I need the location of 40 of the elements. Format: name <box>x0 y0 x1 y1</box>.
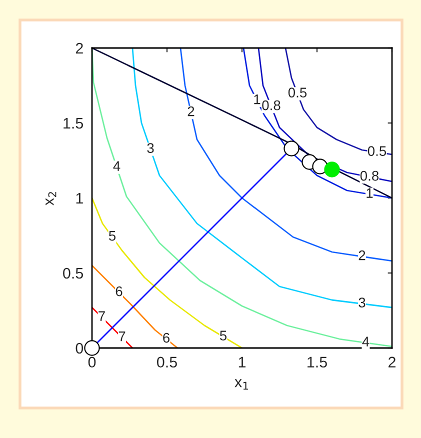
line-series <box>242 48 392 199</box>
series-label: 6 <box>116 286 122 296</box>
x-tick-label: 1 <box>238 356 246 368</box>
series-label: 7 <box>118 332 126 342</box>
y-tick-label: 2 <box>76 42 83 54</box>
series-label: 4 <box>113 161 120 171</box>
line-series <box>92 197 243 348</box>
x-tick-label: 0.5 <box>156 356 177 368</box>
line-series <box>284 48 392 156</box>
text: 3 <box>358 298 366 308</box>
y-tick-label: 0 <box>76 342 84 354</box>
line-series <box>132 48 392 308</box>
y-tick-label: 1 <box>76 193 83 204</box>
series-label: 1 <box>254 94 260 104</box>
text: 6 <box>163 332 170 343</box>
text: 7 <box>98 311 105 321</box>
y-tick-label: 0.5 <box>63 268 84 279</box>
point <box>284 140 300 156</box>
text: 4 <box>362 336 370 346</box>
text: 1 <box>366 188 373 198</box>
point <box>84 340 100 356</box>
x-tick-label: 2 <box>388 356 396 368</box>
y-tick-label: 1.5 <box>64 118 84 129</box>
series-label: 0.5 <box>368 146 386 156</box>
text: 5 <box>220 330 227 340</box>
text: 2 <box>358 250 366 260</box>
text: 0.8 <box>360 170 379 181</box>
x-tick-label: 0 <box>88 356 96 368</box>
series-label: 2 <box>188 106 194 116</box>
series-label: 3 <box>147 143 154 153</box>
text: 0.5 <box>288 88 307 98</box>
series-label: 5 <box>108 231 116 241</box>
line-series <box>180 48 392 262</box>
point <box>324 162 340 178</box>
series-label: 0.8 <box>262 100 280 110</box>
y-axis-title: x$_{2}$ <box>46 192 56 206</box>
line-series <box>92 264 178 348</box>
line-series <box>92 48 392 348</box>
x-tick-label: 1.5 <box>308 356 327 368</box>
x-axis-title: x$_{1}$ <box>234 379 248 390</box>
